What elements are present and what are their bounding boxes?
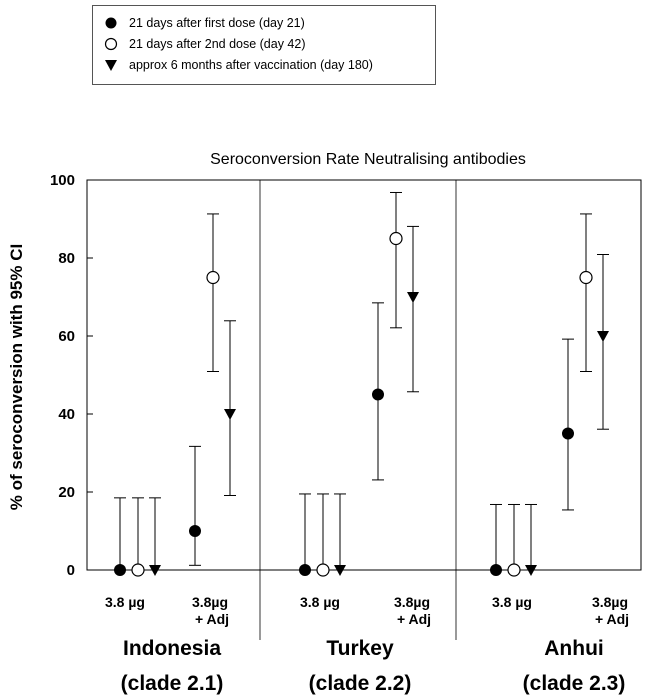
filled-circle-marker bbox=[114, 564, 126, 576]
dose-group-label-adj: + Adj bbox=[397, 611, 431, 627]
data-point-day42 bbox=[131, 497, 145, 577]
triangle-down-marker bbox=[525, 565, 537, 576]
data-point-day180 bbox=[597, 253, 609, 430]
filled-circle-marker-icon bbox=[105, 17, 117, 29]
y-tick-label: 0 bbox=[67, 562, 75, 579]
triangle-down-marker-icon bbox=[105, 60, 117, 71]
data-point-day180 bbox=[224, 320, 236, 497]
data-point-day21 bbox=[114, 497, 126, 576]
region-name: Indonesia bbox=[123, 637, 221, 660]
filled-circle-marker bbox=[490, 564, 502, 576]
region-labels: Indonesia (clade 2.1) Turkey (clade 2.2) Anh… bbox=[121, 637, 626, 695]
data-point-day21 bbox=[490, 503, 502, 576]
y-tick-label: 40 bbox=[58, 406, 75, 423]
data-point-day42 bbox=[507, 503, 521, 577]
open-circle-marker-icon bbox=[104, 37, 118, 51]
filled-circle-marker bbox=[562, 427, 574, 440]
region-name: Turkey bbox=[326, 637, 394, 660]
data-point-day21 bbox=[562, 338, 574, 511]
legend-item-day21: 21 days after first dose (day 21) bbox=[103, 14, 305, 32]
open-circle-marker bbox=[316, 563, 330, 577]
data-point-day42 bbox=[389, 191, 403, 329]
clade-label: (clade 2.3) bbox=[523, 672, 626, 695]
filled-circle-marker bbox=[299, 564, 311, 576]
y-axis-label: % of seroconversion with 95% CI bbox=[7, 244, 26, 510]
triangle-down-marker bbox=[224, 409, 236, 420]
data-point-day21 bbox=[189, 445, 201, 566]
dose-group-label: 3.8µg bbox=[192, 594, 228, 610]
filled-circle-marker bbox=[372, 388, 384, 401]
legend-label-day42: 21 days after 2nd dose (day 42) bbox=[129, 37, 306, 51]
triangle-down-marker bbox=[597, 331, 609, 342]
data-point-day42 bbox=[579, 213, 593, 372]
filled-circle-marker bbox=[189, 525, 201, 537]
clade-label: (clade 2.1) bbox=[121, 672, 224, 695]
plot-frame bbox=[86, 179, 642, 571]
dose-group-label: 3.8µg bbox=[394, 594, 430, 610]
triangle-down-marker bbox=[149, 565, 161, 576]
legend-item-day180: approx 6 months after vaccination (day 1… bbox=[103, 56, 373, 74]
open-circle-marker bbox=[389, 231, 403, 246]
dose-group-label: 3.8 µg bbox=[492, 594, 532, 610]
dose-group-label: 3.8 µg bbox=[300, 594, 340, 610]
legend: 21 days after first dose (day 21) 21 day… bbox=[92, 5, 436, 85]
triangle-down-marker bbox=[334, 565, 346, 576]
legend-label-day180: approx 6 months after vaccination (day 1… bbox=[129, 58, 373, 72]
data-marks bbox=[114, 191, 609, 577]
y-tick-label: 60 bbox=[58, 328, 75, 345]
open-circle-marker bbox=[206, 270, 220, 285]
data-point-day180 bbox=[407, 225, 419, 393]
data-point-day42 bbox=[206, 213, 220, 372]
legend-label-day21: 21 days after first dose (day 21) bbox=[129, 16, 305, 30]
triangle-down-marker bbox=[407, 292, 419, 303]
chart-title: Seroconversion Rate Neutralising antibod… bbox=[210, 151, 526, 168]
y-tick-label: 20 bbox=[58, 484, 75, 501]
data-point-day21 bbox=[372, 302, 384, 481]
legend-item-day42: 21 days after 2nd dose (day 42) bbox=[103, 35, 306, 53]
y-tick-label: 80 bbox=[58, 250, 75, 267]
dose-group-label-adj: + Adj bbox=[195, 611, 229, 627]
data-point-day180 bbox=[525, 503, 537, 576]
dose-group-label: 3.8µg bbox=[592, 594, 628, 610]
dose-group-label-adj: + Adj bbox=[595, 611, 629, 627]
y-tick-label: 100 bbox=[50, 172, 75, 189]
dose-group-label: 3.8 µg bbox=[105, 594, 145, 610]
region-name: Anhui bbox=[544, 637, 603, 660]
y-axis: 0 20 40 60 80 100 bbox=[50, 172, 93, 579]
data-point-day21 bbox=[299, 493, 311, 576]
data-point-day180 bbox=[149, 497, 161, 576]
clade-label: (clade 2.2) bbox=[309, 672, 412, 695]
open-circle-marker bbox=[579, 270, 593, 285]
open-circle-marker bbox=[507, 563, 521, 577]
open-circle-marker bbox=[131, 563, 145, 577]
data-point-day180 bbox=[334, 493, 346, 576]
data-point-day42 bbox=[316, 493, 330, 577]
